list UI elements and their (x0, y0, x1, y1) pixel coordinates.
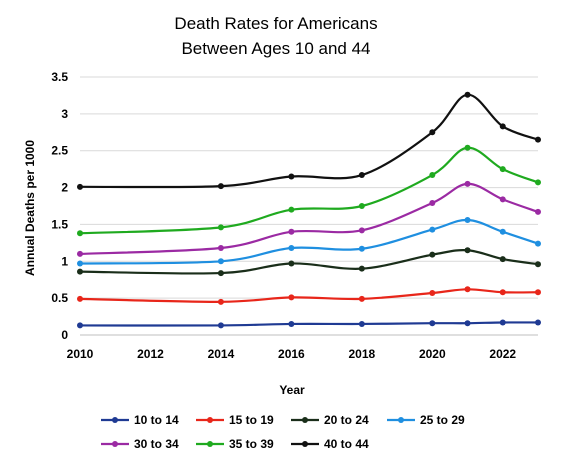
data-point (429, 172, 436, 179)
legend-swatch-marker (207, 417, 213, 423)
data-point (288, 173, 295, 180)
legend-label: 35 to 39 (229, 437, 274, 451)
data-point (77, 268, 83, 275)
data-point (499, 289, 506, 296)
legend-label: 20 to 24 (324, 413, 369, 427)
data-point (217, 183, 224, 190)
data-point (464, 217, 471, 224)
data-point (464, 91, 471, 98)
legend-label: 25 to 29 (420, 413, 465, 427)
chart-title-line-2: Between Ages 10 and 44 (181, 39, 370, 58)
series-group (77, 91, 541, 329)
y-tick-label: 1 (61, 254, 68, 268)
data-point (499, 256, 506, 263)
legend-swatch-marker (302, 441, 308, 447)
data-point (358, 203, 365, 209)
legend-swatch-marker (112, 417, 118, 423)
y-axis-ticks: 0 0.5 1 1.5 2 2.5 3 3.5 (51, 70, 68, 342)
data-point (288, 320, 295, 327)
data-point (535, 240, 541, 247)
data-point (77, 295, 83, 302)
x-tick-label: 2012 (137, 347, 164, 361)
data-point (358, 295, 365, 302)
data-point (499, 228, 506, 235)
legend-label: 40 to 44 (324, 437, 369, 451)
y-tick-label: 2.5 (51, 144, 68, 158)
x-tick-label: 2018 (348, 347, 375, 361)
data-point (499, 319, 506, 326)
data-point (429, 129, 436, 136)
data-point (429, 320, 436, 327)
data-point (499, 166, 506, 173)
data-point (288, 228, 295, 235)
data-point (535, 261, 541, 268)
data-point (77, 322, 83, 329)
data-point (217, 322, 224, 329)
data-point (358, 227, 365, 234)
y-tick-label: 1.5 (51, 217, 68, 231)
y-tick-label: 3.5 (51, 70, 68, 84)
data-point (77, 260, 83, 267)
y-tick-label: 0.5 (51, 291, 68, 305)
data-point (358, 172, 365, 179)
data-point (535, 208, 541, 215)
legend-swatch-marker (207, 441, 213, 447)
chart-title-line-1: Death Rates for Americans (174, 14, 377, 33)
data-point (358, 320, 365, 327)
x-tick-label: 2010 (67, 347, 94, 361)
data-point (217, 224, 224, 231)
data-point (499, 123, 506, 130)
data-point (288, 245, 295, 252)
x-axis-label: Year (279, 383, 305, 397)
data-point (429, 200, 436, 207)
legend: 10 to 14 15 to 19 20 to 24 25 to 29 30 to 34… (101, 413, 465, 451)
x-tick-label: 2016 (278, 347, 305, 361)
data-point (77, 183, 83, 190)
y-tick-label: 2 (61, 181, 68, 195)
data-point (464, 320, 471, 327)
y-tick-label: 0 (61, 328, 68, 342)
data-point (535, 319, 541, 326)
data-point (535, 179, 541, 186)
x-tick-label: 2014 (208, 347, 235, 361)
data-point (464, 286, 471, 293)
legend-label: 10 to 14 (134, 413, 179, 427)
y-axis-label: Annual Deaths per 1000 (23, 140, 37, 276)
data-point (535, 136, 541, 143)
data-point (217, 258, 224, 265)
data-point (358, 265, 365, 272)
data-point (358, 245, 365, 252)
y-tick-label: 3 (61, 107, 68, 121)
legend-label: 15 to 19 (229, 413, 274, 427)
data-point (499, 196, 506, 203)
data-point (429, 226, 436, 233)
data-point (464, 144, 471, 151)
data-point (429, 251, 436, 258)
legend-swatch-marker (398, 417, 404, 423)
data-point (464, 180, 471, 187)
data-point (464, 247, 471, 254)
data-point (288, 294, 295, 301)
x-tick-label: 2022 (489, 347, 516, 361)
legend-swatch-marker (112, 441, 118, 447)
x-axis-ticks: 2010 2012 2014 2016 2018 2020 2022 (67, 347, 517, 361)
legend-swatch-marker (302, 417, 308, 423)
data-point (217, 245, 224, 252)
data-point (288, 206, 295, 213)
data-point (429, 289, 436, 296)
data-point (77, 250, 83, 257)
data-point (217, 298, 224, 305)
legend-label: 30 to 34 (134, 437, 179, 451)
x-tick-label: 2020 (419, 347, 446, 361)
data-point (217, 270, 224, 277)
data-point (77, 230, 83, 237)
data-point (288, 260, 295, 267)
data-point (535, 289, 541, 296)
